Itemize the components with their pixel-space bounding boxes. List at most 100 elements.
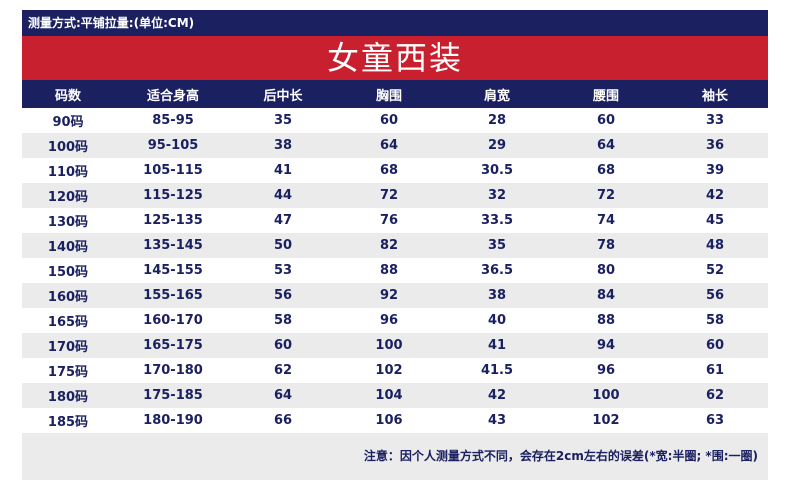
table-cell: 135-145: [143, 238, 203, 253]
table-cell: 38: [273, 138, 293, 153]
table-body: 90码 85-95 35 60 28 60 33 100码 95-105 38 64 29 64 36 11…: [22, 108, 768, 433]
table-cell: 88: [379, 263, 399, 278]
table-cell: 64: [273, 388, 293, 403]
table-cell: 60: [705, 338, 725, 353]
table-cell: 96: [379, 313, 399, 328]
table-cell: 50: [273, 238, 293, 253]
table-cell: 41: [273, 163, 293, 178]
table-cell: 62: [273, 363, 293, 378]
measurement-note: 注意：因个人测量方式不同，会存在2cm左右的误差(*宽:半圈; *围:一圈): [22, 433, 768, 480]
table-cell: 160-170: [143, 313, 203, 328]
column-header: 胸围: [375, 88, 402, 104]
table-cell: 80: [596, 263, 616, 278]
table-cell: 180-190: [143, 413, 203, 428]
table-cell: 100: [375, 338, 403, 353]
table-cell: 94: [596, 338, 616, 353]
table-cell: 125-135: [143, 213, 203, 228]
table-cell: 95-105: [147, 138, 199, 153]
chart-title: 女童西装: [22, 36, 768, 80]
table-cell: 64: [596, 138, 616, 153]
table-cell: 85-95: [152, 113, 194, 128]
table-cell: 52: [705, 263, 725, 278]
table-row: 165码 160-170 58 96 40 88 58: [22, 308, 768, 333]
table-cell: 64: [379, 138, 399, 153]
table-cell: 175-185: [143, 388, 203, 403]
table-cell: 150码: [47, 265, 89, 280]
table-cell: 58: [273, 313, 293, 328]
table-cell: 90码: [52, 115, 84, 130]
table-cell: 42: [705, 188, 725, 203]
table-cell: 41.5: [480, 363, 514, 378]
table-row: 130码 125-135 47 76 33.5 74 45: [22, 208, 768, 233]
table-cell: 60: [379, 113, 399, 128]
table-row: 140码 135-145 50 82 35 78 48: [22, 233, 768, 258]
table-cell: 30.5: [480, 163, 514, 178]
table-cell: 63: [705, 413, 725, 428]
table-row: 90码 85-95 35 60 28 60 33: [22, 108, 768, 133]
table-cell: 56: [705, 288, 725, 303]
table-cell: 41: [487, 338, 507, 353]
column-header: 后中长: [263, 88, 303, 104]
table-row: 180码 175-185 64 104 42 100 62: [22, 383, 768, 408]
table-row: 100码 95-105 38 64 29 64 36: [22, 133, 768, 158]
table-cell: 60: [273, 338, 293, 353]
table-cell: 104: [375, 388, 403, 403]
table-row: 120码 115-125 44 72 32 72 42: [22, 183, 768, 208]
table-cell: 68: [379, 163, 399, 178]
table-cell: 72: [596, 188, 616, 203]
table-cell: 120码: [47, 190, 89, 205]
table-cell: 100码: [47, 140, 89, 155]
table-cell: 110码: [47, 165, 89, 180]
table-cell: 28: [487, 113, 507, 128]
table-cell: 39: [705, 163, 725, 178]
table-cell: 53: [273, 263, 293, 278]
table-cell: 48: [705, 238, 725, 253]
table-cell: 82: [379, 238, 399, 253]
table-row: 185码 180-190 66 106 43 102 63: [22, 408, 768, 433]
column-header: 袖长: [701, 88, 728, 104]
table-cell: 185码: [47, 415, 89, 430]
table-cell: 170-180: [143, 363, 203, 378]
table-cell: 58: [705, 313, 725, 328]
size-chart: 测量方式:平铺拉量:(单位:CM) 女童西装 码数 适合身高 后中长 胸围 肩宽 腰围 袖长…: [22, 10, 768, 480]
table-cell: 32: [487, 188, 507, 203]
table-cell: 96: [596, 363, 616, 378]
table-cell: 100: [592, 388, 620, 403]
table-cell: 42: [487, 388, 507, 403]
table-cell: 84: [596, 288, 616, 303]
table-cell: 40: [487, 313, 507, 328]
column-header: 肩宽: [483, 88, 510, 104]
table-header-row: 码数 适合身高 后中长 胸围 肩宽 腰围 袖长: [22, 80, 768, 108]
table-cell: 33.5: [480, 213, 514, 228]
table-cell: 61: [705, 363, 725, 378]
column-header: 码数: [54, 88, 81, 104]
column-header: 适合身高: [146, 88, 199, 104]
table-cell: 140码: [47, 240, 89, 255]
table-row: 150码 145-155 53 88 36.5 80 52: [22, 258, 768, 283]
table-cell: 165-175: [143, 338, 203, 353]
table-cell: 35: [273, 113, 293, 128]
table-cell: 170码: [47, 340, 89, 355]
table-row: 170码 165-175 60 100 41 94 60: [22, 333, 768, 358]
table-cell: 130码: [47, 215, 89, 230]
table-cell: 155-165: [143, 288, 203, 303]
table-cell: 62: [705, 388, 725, 403]
table-cell: 44: [273, 188, 293, 203]
table-cell: 36.5: [480, 263, 514, 278]
table-cell: 68: [596, 163, 616, 178]
table-row: 160码 155-165 56 92 38 84 56: [22, 283, 768, 308]
table-cell: 43: [487, 413, 507, 428]
table-cell: 35: [487, 238, 507, 253]
table-cell: 74: [596, 213, 616, 228]
table-row: 110码 105-115 41 68 30.5 68 39: [22, 158, 768, 183]
table-cell: 36: [705, 138, 725, 153]
table-cell: 105-115: [143, 163, 203, 178]
table-cell: 72: [379, 188, 399, 203]
table-cell: 60: [596, 113, 616, 128]
table-cell: 106: [375, 413, 403, 428]
table-row: 175码 170-180 62 102 41.5 96 61: [22, 358, 768, 383]
table-cell: 145-155: [143, 263, 203, 278]
measure-method-label: 测量方式:平铺拉量:(单位:CM): [22, 10, 768, 36]
table-cell: 180码: [47, 390, 89, 405]
size-table: 码数 适合身高 后中长 胸围 肩宽 腰围 袖长 90码 85-95 35 60 28 60 33 100码…: [22, 80, 768, 433]
